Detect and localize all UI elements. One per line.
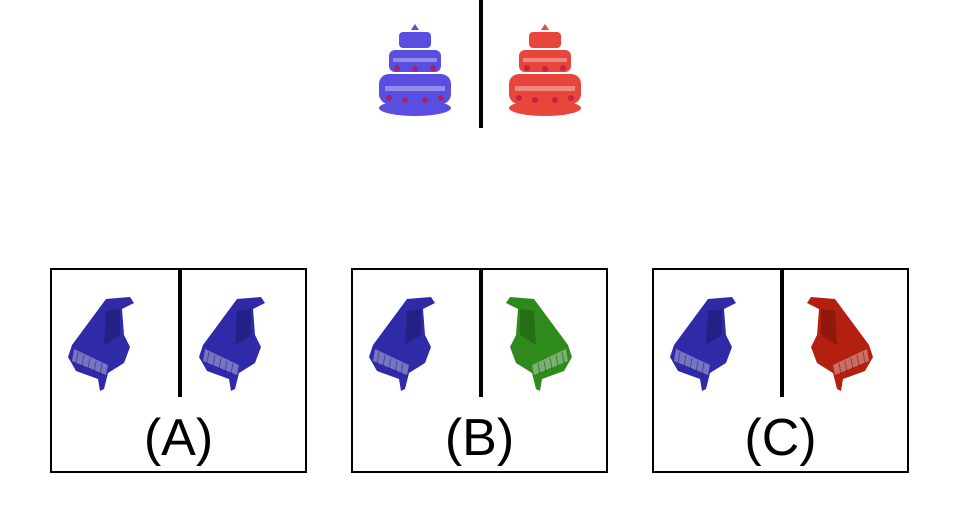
piano-icon <box>199 297 265 391</box>
example-pair <box>360 0 605 130</box>
piano-icon <box>807 297 873 391</box>
piano-icon <box>369 297 435 391</box>
cake-icon <box>509 24 581 116</box>
piano-icon <box>68 297 134 391</box>
option-label: (B) <box>444 409 515 467</box>
cake-icon <box>379 24 451 116</box>
piano-icon <box>506 297 572 391</box>
piano-icon <box>670 297 736 391</box>
option-b[interactable]: (B) <box>351 268 608 473</box>
divider <box>780 270 784 397</box>
option-a[interactable]: (A) <box>50 268 307 473</box>
option-c[interactable]: (C) <box>652 268 909 473</box>
option-label: (C) <box>744 409 817 467</box>
option-label: (A) <box>143 409 214 467</box>
divider <box>479 0 483 128</box>
divider <box>479 270 483 397</box>
divider <box>178 270 182 397</box>
